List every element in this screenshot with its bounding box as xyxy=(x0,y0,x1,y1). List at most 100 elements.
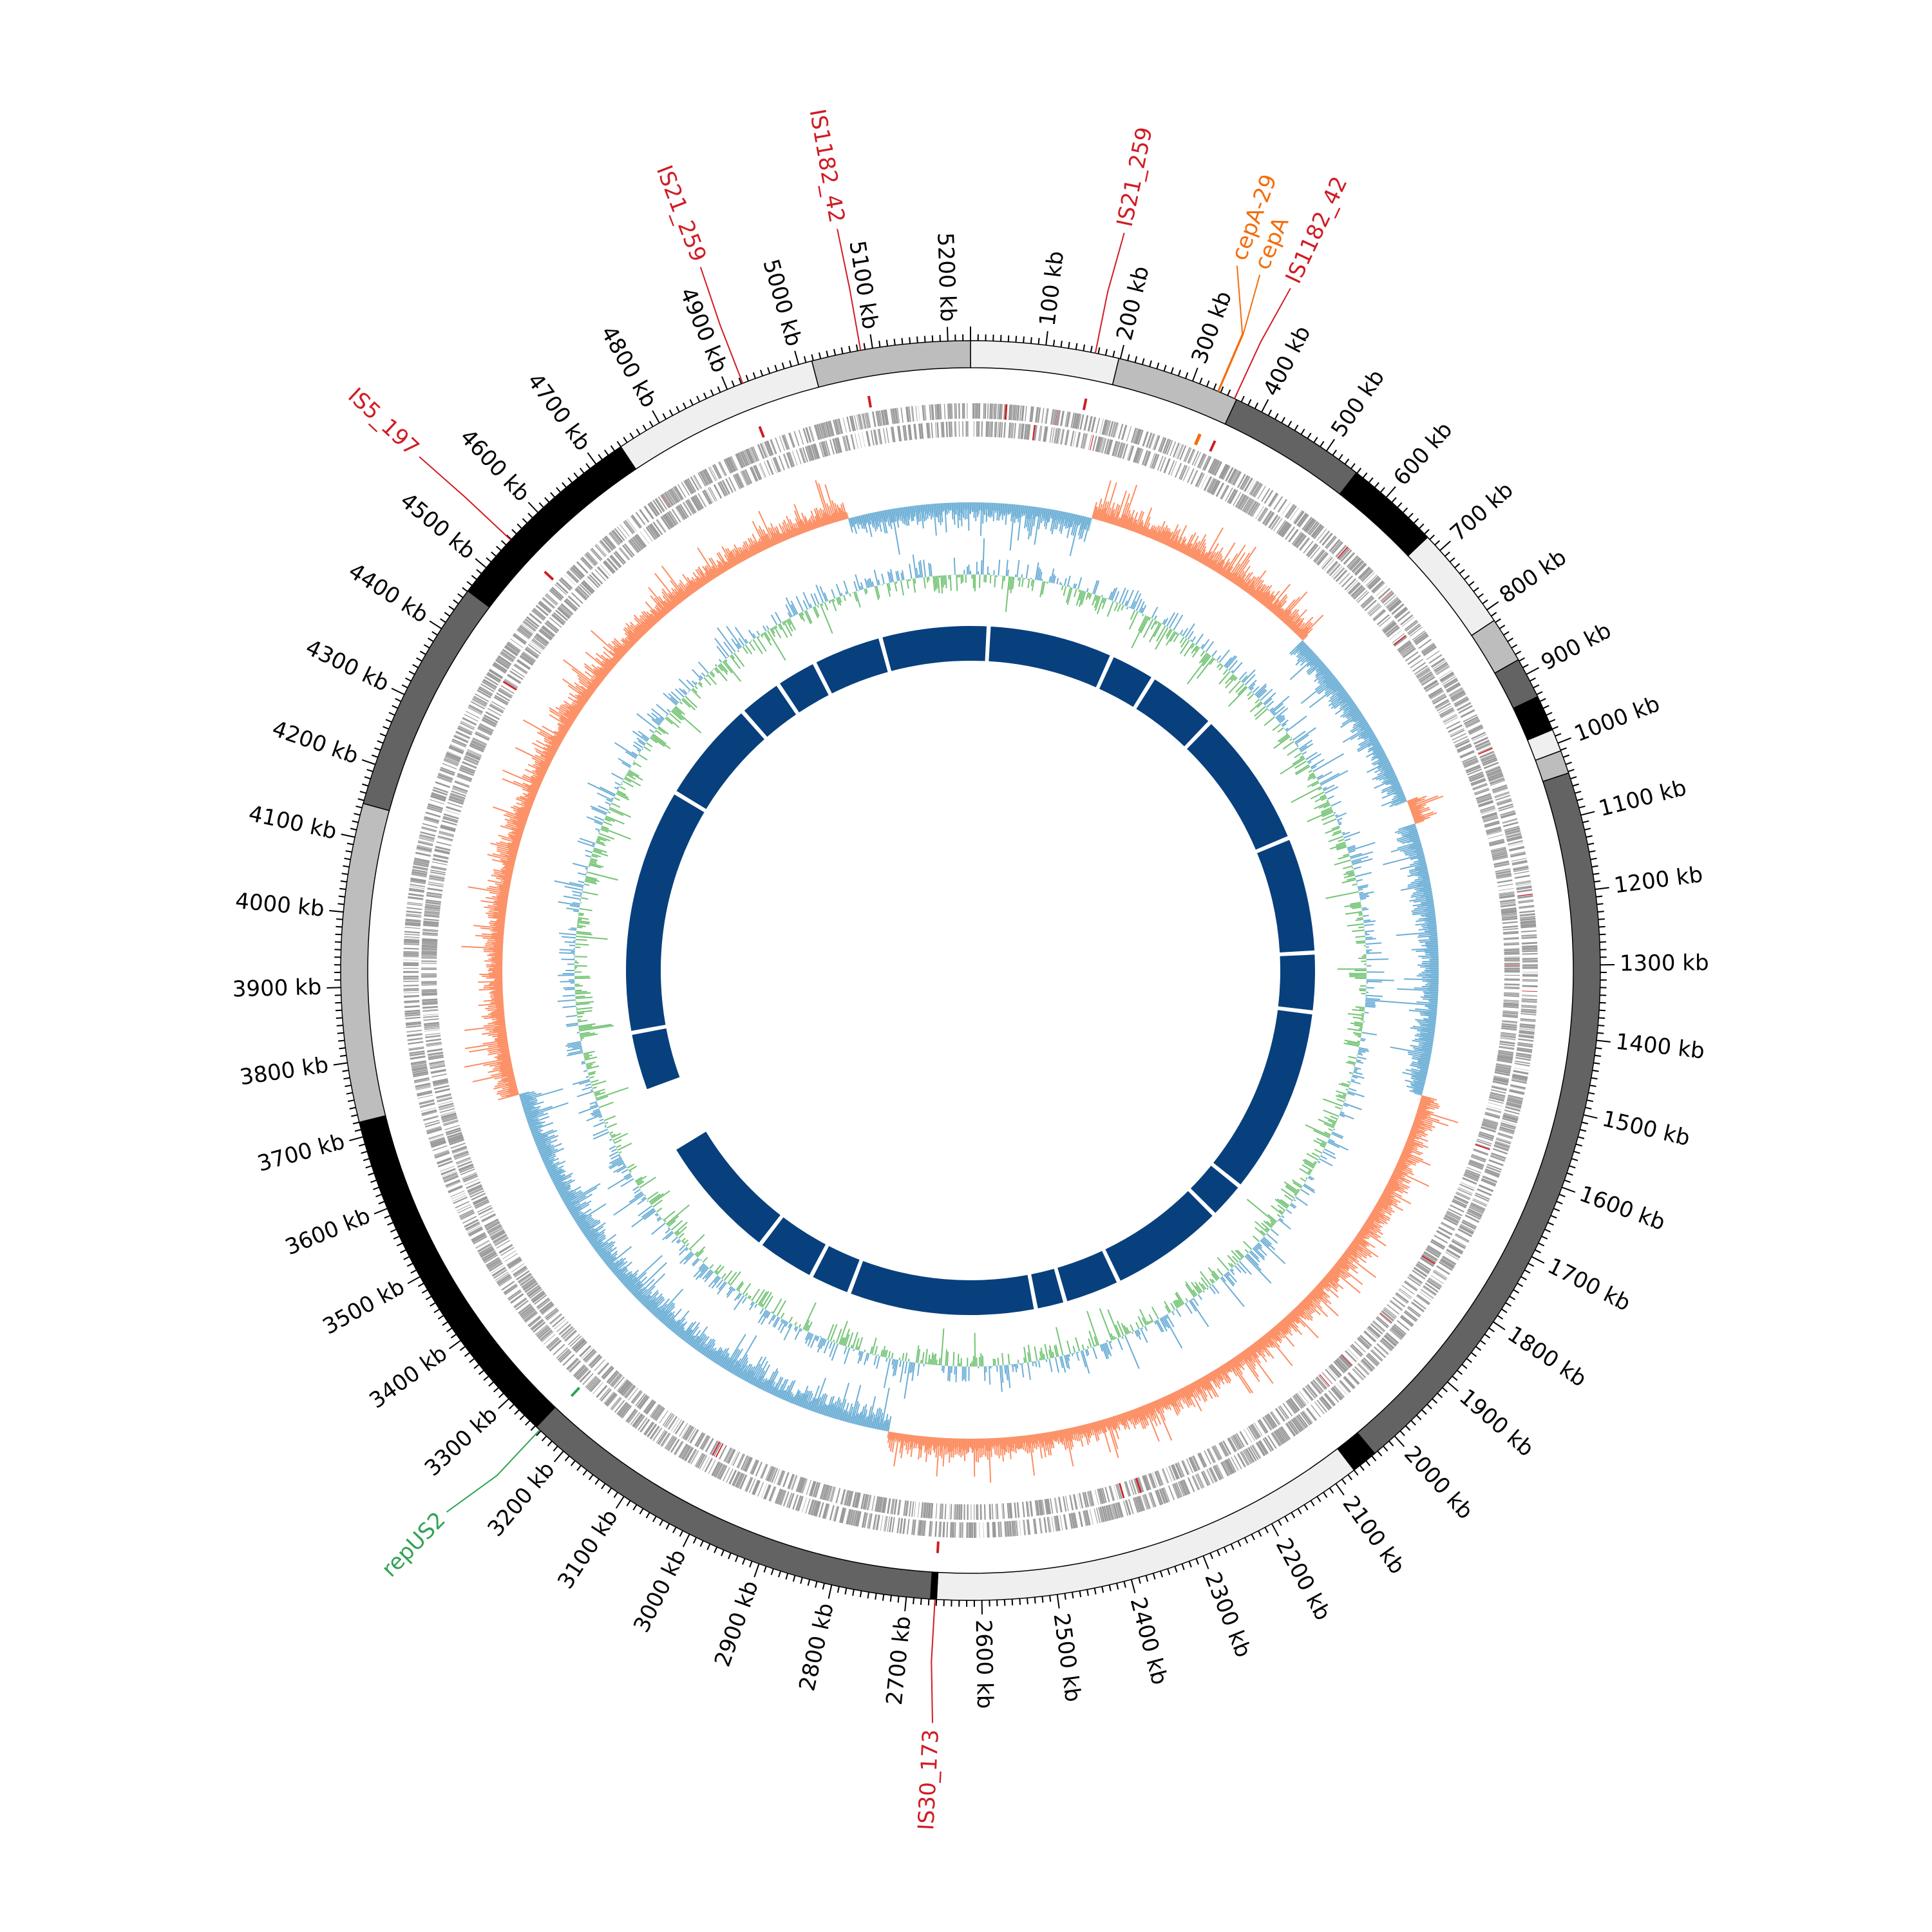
gc-skew-negative-spikes xyxy=(519,502,1439,1432)
tick-label: 4200 kb xyxy=(269,715,361,769)
tick-label: 3500 kb xyxy=(319,1274,410,1340)
tick-label: 1400 kb xyxy=(1615,1028,1706,1064)
annotation-leader-line xyxy=(837,229,862,351)
tick-label: 4300 kb xyxy=(301,634,393,697)
inner-ring-block xyxy=(1187,724,1288,850)
inner-ring-block xyxy=(851,1261,1034,1316)
inner-ring-block xyxy=(744,685,797,737)
tick-label: 2200 kb xyxy=(1271,1534,1336,1625)
inner-ring-block xyxy=(1257,840,1315,952)
tick-label: 3300 kb xyxy=(420,1402,503,1482)
tick-label: 4900 kb xyxy=(674,284,732,376)
tick-label: 3700 kb xyxy=(254,1129,347,1177)
inner-block-ring xyxy=(626,625,1315,1316)
tick-label: 700 kb xyxy=(1445,477,1519,547)
annotation-leader-line xyxy=(1233,288,1291,399)
tick-label: 5200 kb xyxy=(932,232,961,322)
inner-ring-block xyxy=(1278,954,1315,1010)
tick-label: 600 kb xyxy=(1388,417,1457,491)
tick-label: 4100 kb xyxy=(246,800,339,844)
inner-ring-block xyxy=(780,664,829,713)
tick-label: 4800 kb xyxy=(596,321,662,412)
annotation-leader-line xyxy=(446,1429,540,1513)
gc-skew-positive-spikes xyxy=(461,480,1459,1483)
contig-segment xyxy=(1339,472,1428,557)
tick-label: 4400 kb xyxy=(344,558,433,629)
inner-ring-block xyxy=(632,1028,680,1090)
inner-ring-block xyxy=(626,794,705,1031)
annotation-leader-line xyxy=(1094,232,1125,354)
tick-label: 2600 kb xyxy=(971,1619,998,1709)
annotation-label: repUS2 xyxy=(377,1507,451,1582)
element-marker-track xyxy=(544,395,1217,1553)
inner-ring-block xyxy=(882,625,971,671)
inner-ring-block xyxy=(1105,1191,1213,1281)
tick-label: 1500 kb xyxy=(1600,1106,1692,1151)
inner-ring-block xyxy=(816,638,888,694)
annotation-leader-line xyxy=(931,1599,936,1723)
tick-label: 100 kb xyxy=(1034,250,1069,328)
inner-ring-block xyxy=(1099,657,1151,707)
inner-ring-block xyxy=(1190,1166,1238,1213)
annotation-marker xyxy=(867,395,872,408)
contig-segment xyxy=(811,340,971,388)
tick-marks xyxy=(327,327,1615,1615)
inner-ring-block xyxy=(971,626,987,661)
annotation-leader-line xyxy=(1217,265,1244,392)
tick-label: 200 kb xyxy=(1112,263,1155,343)
tick-label: 2800 kb xyxy=(794,1600,839,1693)
contig-segment xyxy=(1407,536,1495,636)
inner-ring-block xyxy=(1031,1269,1064,1309)
contig-segment xyxy=(363,590,491,811)
tick-label: 1800 kb xyxy=(1502,1321,1591,1392)
inner-ring-block xyxy=(1213,1010,1312,1185)
tick-label: 1100 kb xyxy=(1596,775,1689,822)
inner-ring-block xyxy=(1057,1251,1117,1302)
annotation-marker xyxy=(1082,398,1088,411)
tick-label: 2400 kb xyxy=(1125,1595,1173,1687)
tick-label: 4000 kb xyxy=(234,888,326,922)
tick-label: 2100 kb xyxy=(1338,1492,1410,1579)
inner-ring-block xyxy=(813,1245,860,1293)
annotation-marker xyxy=(544,571,554,581)
tick-label: 3900 kb xyxy=(232,974,322,1003)
tick-label: 2900 kb xyxy=(710,1577,764,1670)
tick-label: 2000 kb xyxy=(1399,1441,1478,1524)
tick-label: 2300 kb xyxy=(1199,1569,1256,1662)
tick-label: 2500 kb xyxy=(1048,1611,1086,1703)
tick-label: 1300 kb xyxy=(1620,950,1709,976)
inner-ring-block xyxy=(1136,679,1209,746)
tick-label: 3400 kb xyxy=(365,1341,452,1414)
annotation-leader-line xyxy=(419,456,511,541)
annotation-label: IS1182_42 xyxy=(804,107,850,225)
tick-label: 500 kb xyxy=(1326,365,1390,442)
inner-ring-block xyxy=(676,1132,781,1243)
annotation-label: IS21_259 xyxy=(1112,125,1158,229)
tick-label: 3200 kb xyxy=(482,1457,560,1542)
annotation-marker xyxy=(758,426,765,438)
tick-label: 3600 kb xyxy=(281,1203,374,1260)
gc-skew-track xyxy=(461,480,1459,1483)
inner-ring-block xyxy=(676,713,764,810)
gc-content-low-spikes xyxy=(574,574,1367,1367)
contig-segment xyxy=(1356,772,1601,1455)
tick-label: 3000 kb xyxy=(629,1545,692,1636)
annotation-label: IS30_173 xyxy=(913,1728,944,1831)
tick-label: 300 kb xyxy=(1186,288,1237,368)
annotation-leader-line xyxy=(699,267,744,384)
annotation-marker xyxy=(570,1387,581,1397)
contig-ring xyxy=(340,340,1601,1601)
tick-label: 4600 kb xyxy=(455,424,535,507)
inner-ring-block xyxy=(989,626,1110,688)
gc-content-track xyxy=(554,538,1394,1399)
gc-content-high-spikes xyxy=(554,538,1394,1399)
inner-ring-block xyxy=(762,1217,826,1275)
tick-label: 800 kb xyxy=(1495,544,1571,609)
tick-label: 5000 kb xyxy=(757,256,806,349)
tick-label: 3100 kb xyxy=(553,1505,623,1594)
tick-label: 1600 kb xyxy=(1576,1181,1669,1236)
annotation-marker xyxy=(1209,440,1217,452)
